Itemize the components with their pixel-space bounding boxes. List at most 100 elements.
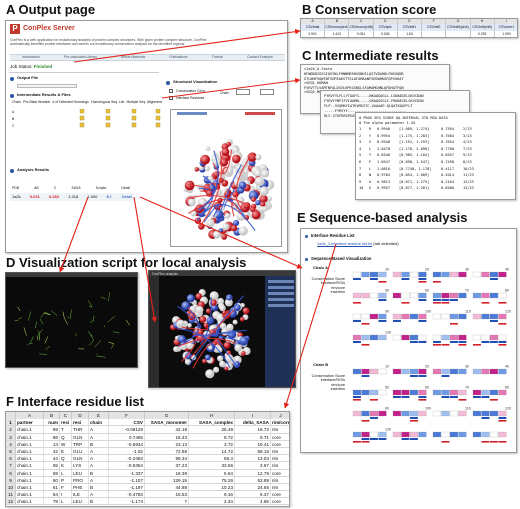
table-row: 9 chain.1 60 P PRO A -1.107 129.15 75.26 53.89 rim bbox=[6, 476, 289, 484]
ribbon-strand bbox=[177, 305, 202, 328]
interface-mark bbox=[353, 320, 361, 322]
chain-table-icons[interactable] bbox=[36, 109, 166, 131]
position-tick: 130 bbox=[385, 428, 391, 432]
analysis-row: 1a2k 0.031 0.263 1.318 1.000 B.f. Detail bbox=[10, 193, 134, 201]
interface-mark bbox=[418, 341, 427, 343]
c-col-header: C bbox=[53, 186, 57, 190]
csv-ab: 0.031 bbox=[29, 193, 40, 199]
score-cell: V bbox=[369, 140, 372, 145]
chain-select-2[interactable] bbox=[260, 89, 274, 95]
conservation-value-cell: 0.061 bbox=[349, 31, 374, 37]
conservation-cell bbox=[498, 389, 507, 396]
atom-sphere bbox=[219, 304, 226, 312]
colored-structure-render bbox=[170, 289, 251, 379]
nav-item-materials[interactable]: Article Materials bbox=[121, 55, 146, 60]
atom-sphere bbox=[261, 165, 267, 170]
sheet-column-letter: J bbox=[271, 412, 289, 419]
table-cell: I bbox=[60, 491, 72, 498]
score-cell: 2 bbox=[359, 133, 362, 138]
interface-mark bbox=[490, 278, 498, 280]
conservation-value-cell bbox=[422, 31, 447, 37]
conservation-cell bbox=[489, 334, 499, 341]
score-cell: 0.2164 bbox=[441, 179, 454, 184]
nav-item-library[interactable]: Pre-calculated Library bbox=[63, 55, 97, 60]
molecule-viewer[interactable] bbox=[170, 109, 282, 247]
nav-item-contact[interactable]: Contact Example bbox=[247, 55, 273, 60]
table-cell: A bbox=[89, 462, 109, 469]
table-cell: 14 bbox=[44, 440, 60, 447]
score-cell: 0.6547 bbox=[441, 153, 454, 158]
viewer-toolbar[interactable] bbox=[149, 276, 159, 387]
conservation-cell bbox=[401, 368, 410, 375]
panel-label-b: B Conservation score bbox=[302, 2, 437, 17]
atom-sphere bbox=[199, 315, 207, 323]
bond-line bbox=[23, 327, 27, 336]
table-cell: 44 bbox=[44, 455, 60, 462]
conservation-value-cell: 0.901 bbox=[301, 31, 326, 37]
conservation-header-cell: CSVintf1 bbox=[398, 24, 423, 31]
interface-mark bbox=[353, 278, 361, 280]
interface-residue-sheet: A B C D E F G H I J 1 partner num resi resi chain CSV SAS… bbox=[5, 411, 290, 507]
interface-file-link[interactable]: 1a2k_1.interface.residue.list.txt bbox=[317, 241, 373, 246]
table-cell: -0.5934 bbox=[109, 440, 145, 447]
detail-link[interactable]: Detail bbox=[121, 193, 132, 199]
atom-sphere bbox=[210, 304, 218, 311]
table-cell: L bbox=[60, 498, 72, 505]
interface-mark bbox=[401, 438, 410, 440]
conservation-cell bbox=[361, 410, 370, 417]
alignment-line: FLP--SVQMKYIATKVMSSTC-VAAAAP-QLQATKQGFFL… bbox=[324, 104, 413, 108]
bond-line bbox=[30, 336, 34, 344]
conservation-cell bbox=[392, 334, 402, 341]
rimcore-mark bbox=[418, 281, 427, 283]
interface-mark bbox=[401, 396, 410, 398]
conservation-cell bbox=[369, 368, 379, 375]
score-cell: 0.9948 bbox=[377, 140, 390, 145]
score-cell: 1.0816 bbox=[377, 166, 390, 171]
nav-item-introduction[interactable]: Introduction bbox=[22, 55, 40, 60]
job-status: Job Status: Finished bbox=[10, 64, 52, 69]
score-cell: 0.7594 bbox=[441, 127, 454, 131]
score-row: 1 R 0.9946 [1.089, 1.274] 0.7594 2/23 bbox=[359, 127, 514, 134]
nav-item-tutorial[interactable]: Tutorial bbox=[211, 55, 223, 60]
table-cell: 7 bbox=[145, 498, 189, 505]
conservation-cell bbox=[498, 313, 507, 320]
table-cell: 14.72 bbox=[189, 447, 235, 455]
sequence-tracks: 10 20 30 40 50 60 70 80 90 100 110 120 130 10 20 30 40 50… bbox=[352, 268, 511, 443]
bond-line bbox=[37, 329, 43, 337]
viewer-tab-variable[interactable] bbox=[177, 112, 207, 115]
nav-item-publications[interactable]: Publications bbox=[169, 55, 188, 60]
row-number: 5 bbox=[6, 447, 16, 455]
conservation-cell bbox=[409, 368, 419, 375]
conservation-cell bbox=[458, 313, 467, 320]
sequence-analysis-panel: Interface Residue List 1a2k_1.interface.… bbox=[300, 228, 517, 453]
score-cell: 0.7684 bbox=[441, 133, 454, 138]
fasta-line: GTLWHFVQWTNTVGPEAKSTTSLAFAMAANFSHSWHKGFQ… bbox=[304, 76, 404, 81]
conservation-cell bbox=[369, 334, 379, 341]
viewer-side-panel[interactable] bbox=[265, 276, 295, 387]
conservation-cell bbox=[352, 410, 362, 417]
viewer-tab-conserved[interactable] bbox=[245, 112, 275, 115]
table-cell: 44.88 bbox=[145, 483, 189, 491]
output-file-link[interactable] bbox=[17, 84, 77, 88]
conservation-checkbox[interactable] bbox=[169, 89, 173, 93]
conservation-cell bbox=[392, 313, 402, 320]
row-number: 2 bbox=[6, 426, 16, 433]
conservation-cell bbox=[378, 431, 387, 438]
row-label-insertion: insertion bbox=[330, 290, 345, 295]
atom-sphere bbox=[177, 335, 186, 344]
conservation-cell bbox=[481, 410, 490, 417]
conservation-cell bbox=[378, 313, 387, 320]
conservation-cell bbox=[392, 410, 402, 417]
conservation-cell bbox=[361, 389, 370, 396]
bond-line bbox=[90, 334, 94, 341]
table-cell: -1.02 bbox=[109, 447, 145, 455]
script-link[interactable]: B.f. bbox=[106, 193, 113, 199]
position-tick: 90 bbox=[385, 407, 389, 411]
table-row: 4 chain.1 14 W TRP B -0.5934 23.13 3.72 19.41 core bbox=[6, 440, 289, 448]
atom-sphere bbox=[205, 146, 211, 151]
ribbon-strand bbox=[212, 149, 233, 175]
score-cell: [0.898, 1.547] bbox=[399, 159, 430, 164]
rimcore-mark bbox=[498, 344, 507, 346]
interface-checkbox[interactable] bbox=[169, 96, 173, 100]
chain-select[interactable] bbox=[236, 89, 250, 95]
